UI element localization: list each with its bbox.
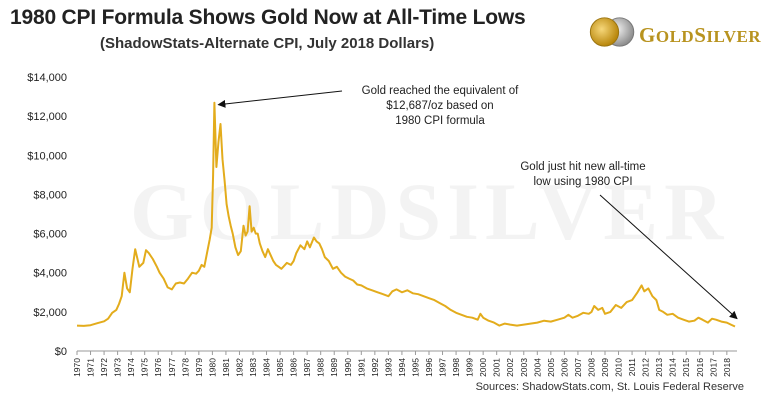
x-tick-label: 1982 [234, 358, 244, 377]
low-annotation: Gold just hit new all-time low using 198… [520, 161, 646, 188]
x-tick-label: 1974 [126, 358, 136, 377]
peak-annotation: Gold reached the equivalent of $12,687/o… [361, 85, 519, 127]
x-tick-label: 1975 [140, 358, 150, 377]
x-tick-label: 1995 [410, 358, 420, 377]
chart-series [76, 101, 736, 328]
y-tick-label: $10,000 [27, 150, 67, 162]
annotation-arrows [217, 90, 738, 320]
watermark: GOLDSILVER [130, 165, 729, 259]
x-tick-label: 1987 [302, 358, 312, 377]
x-tick-label: 2018 [722, 358, 732, 377]
x-tick-label: 2015 [681, 358, 691, 377]
x-tick-label: 1976 [153, 358, 163, 377]
brand-logo-text: GOLDSILVER [639, 23, 762, 47]
x-tick-label: 1984 [262, 358, 272, 377]
x-tick-label: 2002 [505, 358, 515, 377]
x-tick-label: 1999 [465, 358, 475, 377]
x-tick-label: 2007 [573, 358, 583, 377]
x-tick-label: 2014 [668, 358, 678, 377]
x-tick-label: 2017 [708, 358, 718, 377]
x-tick-label: 2004 [532, 358, 542, 377]
chart-title: 1980 CPI Formula Shows Gold Now at All-T… [10, 6, 526, 29]
x-tick-label: 1990 [343, 358, 353, 377]
x-tick-label: 2016 [695, 358, 705, 377]
x-tick-label: 2013 [654, 358, 664, 377]
x-tick-label: 1998 [451, 358, 461, 377]
low-arrow [599, 194, 738, 320]
x-tick-label: 1996 [424, 358, 434, 377]
x-tick-label: 1978 [180, 358, 190, 377]
y-tick-label: $2,000 [33, 307, 67, 319]
x-tick-label: 1980 [207, 358, 217, 377]
x-tick-label: 1989 [329, 358, 339, 377]
x-tick-label: 1991 [356, 358, 366, 377]
x-tick-label: 2003 [519, 358, 529, 377]
x-tick-label: 1988 [316, 358, 326, 377]
x-tick-label: 1979 [194, 358, 204, 377]
x-tick-label: 2008 [586, 358, 596, 377]
y-tick-label: $0 [55, 346, 67, 358]
x-tick-label: 1970 [72, 358, 82, 377]
chart-axes: $0 $2,000 $4,000 $6,000 $8,000 $10,000 $12,000… [27, 72, 737, 377]
x-tick-label: 1973 [113, 358, 123, 377]
x-tick-label: 1977 [167, 358, 177, 377]
x-tick-label: 2005 [546, 358, 556, 377]
y-tick-label: $8,000 [33, 189, 67, 201]
x-tick-label: 2000 [478, 358, 488, 377]
x-tick-label: 2010 [614, 358, 624, 377]
coins-logo-icon [589, 17, 635, 47]
x-tick-label: 1981 [221, 358, 231, 377]
y-tick-label: $4,000 [33, 268, 67, 280]
x-tick-label: 1997 [438, 358, 448, 377]
x-tick-label: 1992 [370, 358, 380, 377]
x-tick-label: 2011 [627, 358, 637, 377]
x-tick-label: 1971 [86, 358, 96, 377]
peak-arrow [217, 90, 343, 108]
y-tick-label: $6,000 [33, 229, 67, 241]
x-tick-label: 1994 [397, 358, 407, 377]
x-tick-label: 2006 [559, 358, 569, 377]
x-tick-label: 1983 [248, 358, 258, 377]
x-tick-label: 2001 [492, 358, 502, 377]
x-tick-label: 2012 [641, 358, 651, 377]
y-tick-label: $12,000 [27, 111, 67, 123]
x-tick-label: 1972 [99, 358, 109, 377]
gold-price-line [76, 101, 736, 328]
chart-subtitle: (ShadowStats-Alternate CPI, July 2018 Do… [100, 35, 435, 52]
x-tick-label: 2009 [600, 358, 610, 377]
x-tick-label: 1986 [289, 358, 299, 377]
x-tick-label: 1985 [275, 358, 285, 377]
y-tick-label: $14,000 [27, 72, 67, 84]
x-tick-label: 1993 [383, 358, 393, 377]
source-note: Sources: ShadowStats.com, St. Louis Fede… [475, 381, 744, 393]
